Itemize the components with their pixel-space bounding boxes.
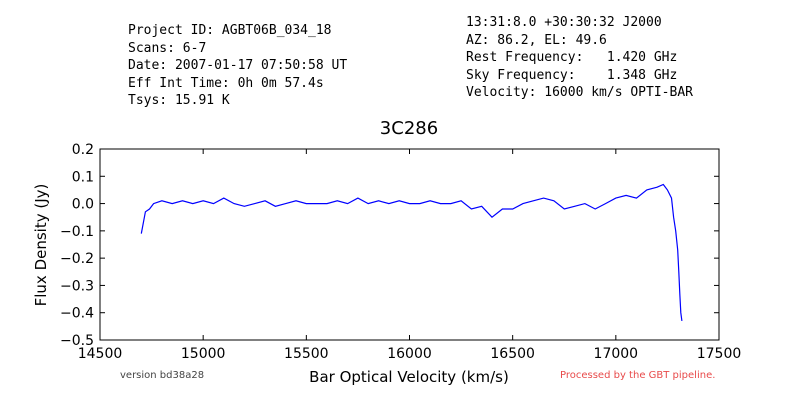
x-axis-label: Bar Optical Velocity (km/s) bbox=[309, 368, 509, 386]
y-tick-label: −0.3 bbox=[60, 278, 94, 294]
y-tick-label: 0.2 bbox=[72, 142, 94, 158]
y-tick-label: −0.1 bbox=[60, 224, 94, 240]
y-tick-label: 0.1 bbox=[72, 169, 94, 185]
version-text: version bd38a28 bbox=[120, 370, 205, 381]
y-tick-label: −0.2 bbox=[60, 251, 94, 267]
x-tick-label: 17000 bbox=[594, 346, 639, 362]
scans-text: Scans: 6-7 bbox=[128, 40, 207, 56]
plot-frame bbox=[99, 148, 720, 341]
velocity-text: Velocity: 16000 km/s OPTI-BAR bbox=[466, 85, 693, 100]
date-text: Date: 2007-01-17 07:50:58 UT bbox=[128, 58, 348, 73]
y-tick-label: 0.0 bbox=[72, 197, 94, 213]
coordinates-text: 13:31:8.0 +30:30:32 J2000 bbox=[466, 15, 662, 30]
x-tick-label: 16500 bbox=[490, 346, 535, 362]
y-axis-label: Flux Density (Jy) bbox=[32, 184, 50, 307]
project-id-text: Project ID: AGBT06B_034_18 bbox=[128, 23, 332, 38]
series-line bbox=[140, 183, 683, 321]
processed-by-text: Processed by the GBT pipeline. bbox=[560, 370, 716, 381]
rest-frequency-text: Rest Frequency: 1.420 GHz bbox=[466, 50, 678, 65]
sky-frequency-text: Sky Frequency: 1.348 GHz bbox=[466, 67, 678, 83]
y-tick-label: −0.5 bbox=[60, 333, 94, 349]
x-tick-label: 15000 bbox=[181, 346, 226, 362]
az-el-text: AZ: 86.2, EL: 49.6 bbox=[466, 32, 607, 48]
x-tick-label: 17500 bbox=[697, 346, 742, 362]
chart-title: 3C286 bbox=[380, 118, 438, 139]
header-right-info: 13:31:8.0 +30:30:32 J2000 AZ: 86.2, EL: … bbox=[466, 14, 693, 102]
x-tick-label: 16000 bbox=[387, 346, 432, 362]
x-tick-label: 15500 bbox=[284, 346, 329, 362]
tsys-text: Tsys: 15.91 K bbox=[128, 93, 230, 108]
y-tick-label: −0.4 bbox=[60, 306, 94, 322]
header-left-info: Project ID: AGBT06B_034_18 Scans: 6-7 Da… bbox=[128, 22, 347, 110]
eff-int-time-text: Eff Int Time: 0h 0m 57.4s bbox=[128, 75, 324, 91]
x-tick-label: 14500 bbox=[78, 346, 123, 362]
